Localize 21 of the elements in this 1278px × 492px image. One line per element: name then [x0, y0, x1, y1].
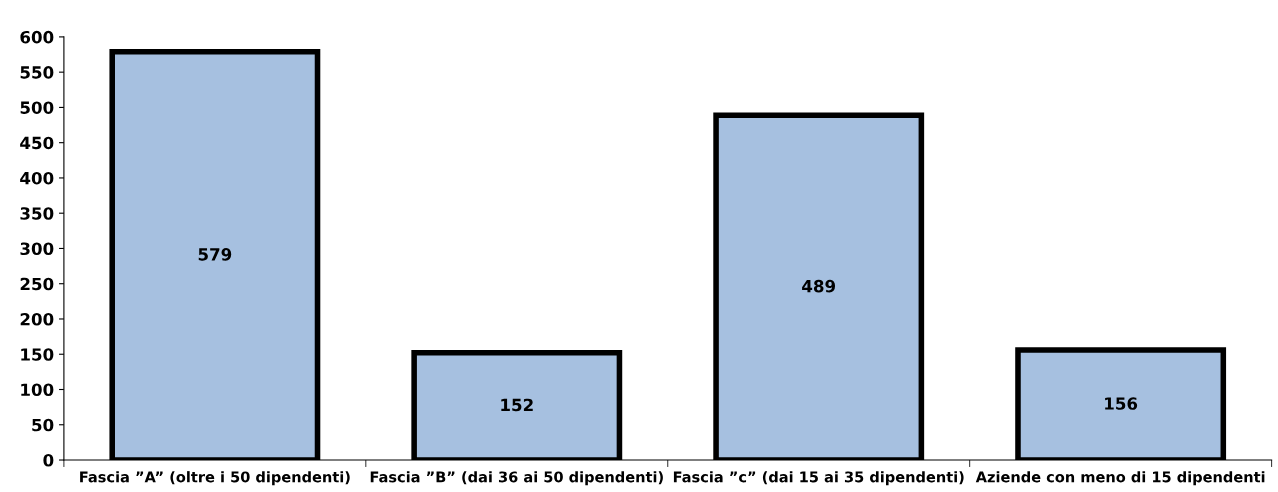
data-label: 152 — [501, 398, 533, 412]
y-tick-label: 50 — [32, 418, 54, 432]
y-tick-label: 200 — [20, 312, 54, 326]
y-tick-label: 400 — [20, 171, 54, 185]
y-tick-label: 550 — [20, 66, 54, 79]
x-tick-label: Fascia ”A” (oltre i 50 dipendenti) — [80, 471, 350, 486]
y-tick-label: 500 — [20, 101, 54, 114]
y-tick-label: 0 — [43, 453, 54, 467]
y-tick-label: 100 — [21, 383, 54, 397]
y-tick-label: 450 — [20, 136, 54, 150]
data-label: 579 — [198, 248, 232, 261]
y-tick-label: 250 — [20, 277, 54, 291]
x-tick-label: Aziende con meno di 15 dipendenti — [975, 471, 1265, 486]
x-tick-label: Fascia ”B” (dai 36 ai 50 dipendenti) — [370, 471, 663, 486]
data-label: 156 — [1105, 397, 1138, 410]
y-tick-label: 350 — [20, 207, 54, 220]
data-label: 489 — [802, 279, 836, 293]
x-tick-label: Fascia ”c” (dai 15 ai 35 dipendenti) — [673, 471, 964, 486]
y-tick-label: 150 — [21, 348, 54, 361]
y-tick-label: 600 — [20, 30, 54, 44]
y-tick-label: 300 — [20, 242, 54, 256]
